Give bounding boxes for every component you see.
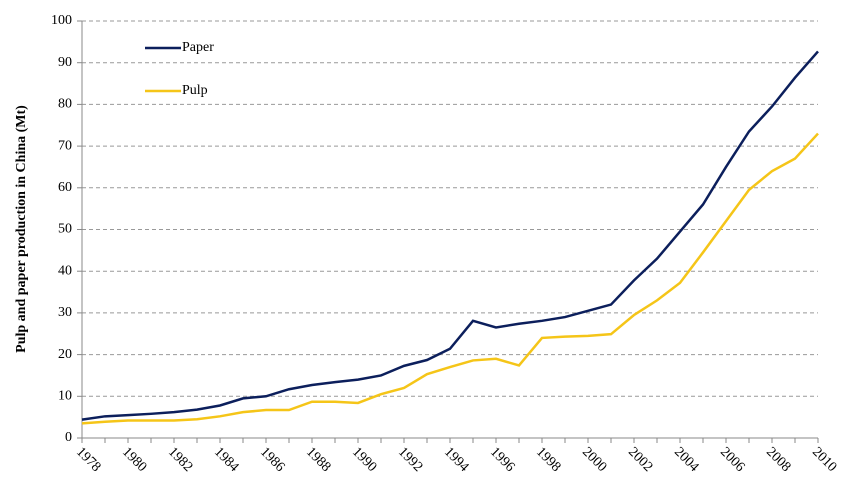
x-tick-label: 2004 — [671, 445, 701, 475]
y-tick-label: 100 — [51, 13, 72, 28]
x-tick-label: 2000 — [579, 445, 609, 475]
x-tick-label: 2008 — [763, 445, 793, 475]
line — [81, 132, 819, 425]
y-axis-label: Pulp and paper production in China (Mt) — [14, 105, 29, 353]
y-tick-label: 50 — [58, 222, 72, 237]
legend-label: Pulp — [182, 83, 208, 98]
x-tick-label: 1982 — [165, 445, 195, 475]
y-tick-label: 40 — [58, 263, 72, 278]
x-tick-label: 1978 — [73, 445, 103, 475]
y-tick-label: 80 — [58, 97, 72, 112]
x-tick-label: 1988 — [303, 445, 333, 475]
x-tick-label: 1990 — [349, 445, 379, 475]
x-tick-label: 1980 — [119, 445, 149, 475]
legend-label: Paper — [182, 40, 214, 55]
y-tick-label: 30 — [58, 305, 72, 320]
x-tick-label: 2002 — [625, 445, 655, 475]
line — [81, 50, 819, 421]
x-tick-label: 1996 — [487, 445, 517, 475]
y-tick-label: 60 — [58, 180, 72, 195]
y-tick-label: 20 — [58, 347, 72, 362]
y-tick-label: 70 — [58, 138, 72, 153]
x-tick-label: 1984 — [211, 445, 241, 475]
y-tick-label: 10 — [58, 389, 72, 404]
x-tick-label: 1992 — [395, 445, 425, 475]
x-tick-label: 1998 — [533, 445, 563, 475]
x-tick-label: 2010 — [809, 445, 839, 475]
x-tick-label: 1986 — [257, 445, 287, 475]
y-tick-label: 90 — [58, 55, 72, 70]
y-tick-label: 0 — [65, 430, 72, 445]
x-tick-label: 1994 — [441, 445, 471, 475]
x-tick-label: 2006 — [717, 445, 747, 475]
